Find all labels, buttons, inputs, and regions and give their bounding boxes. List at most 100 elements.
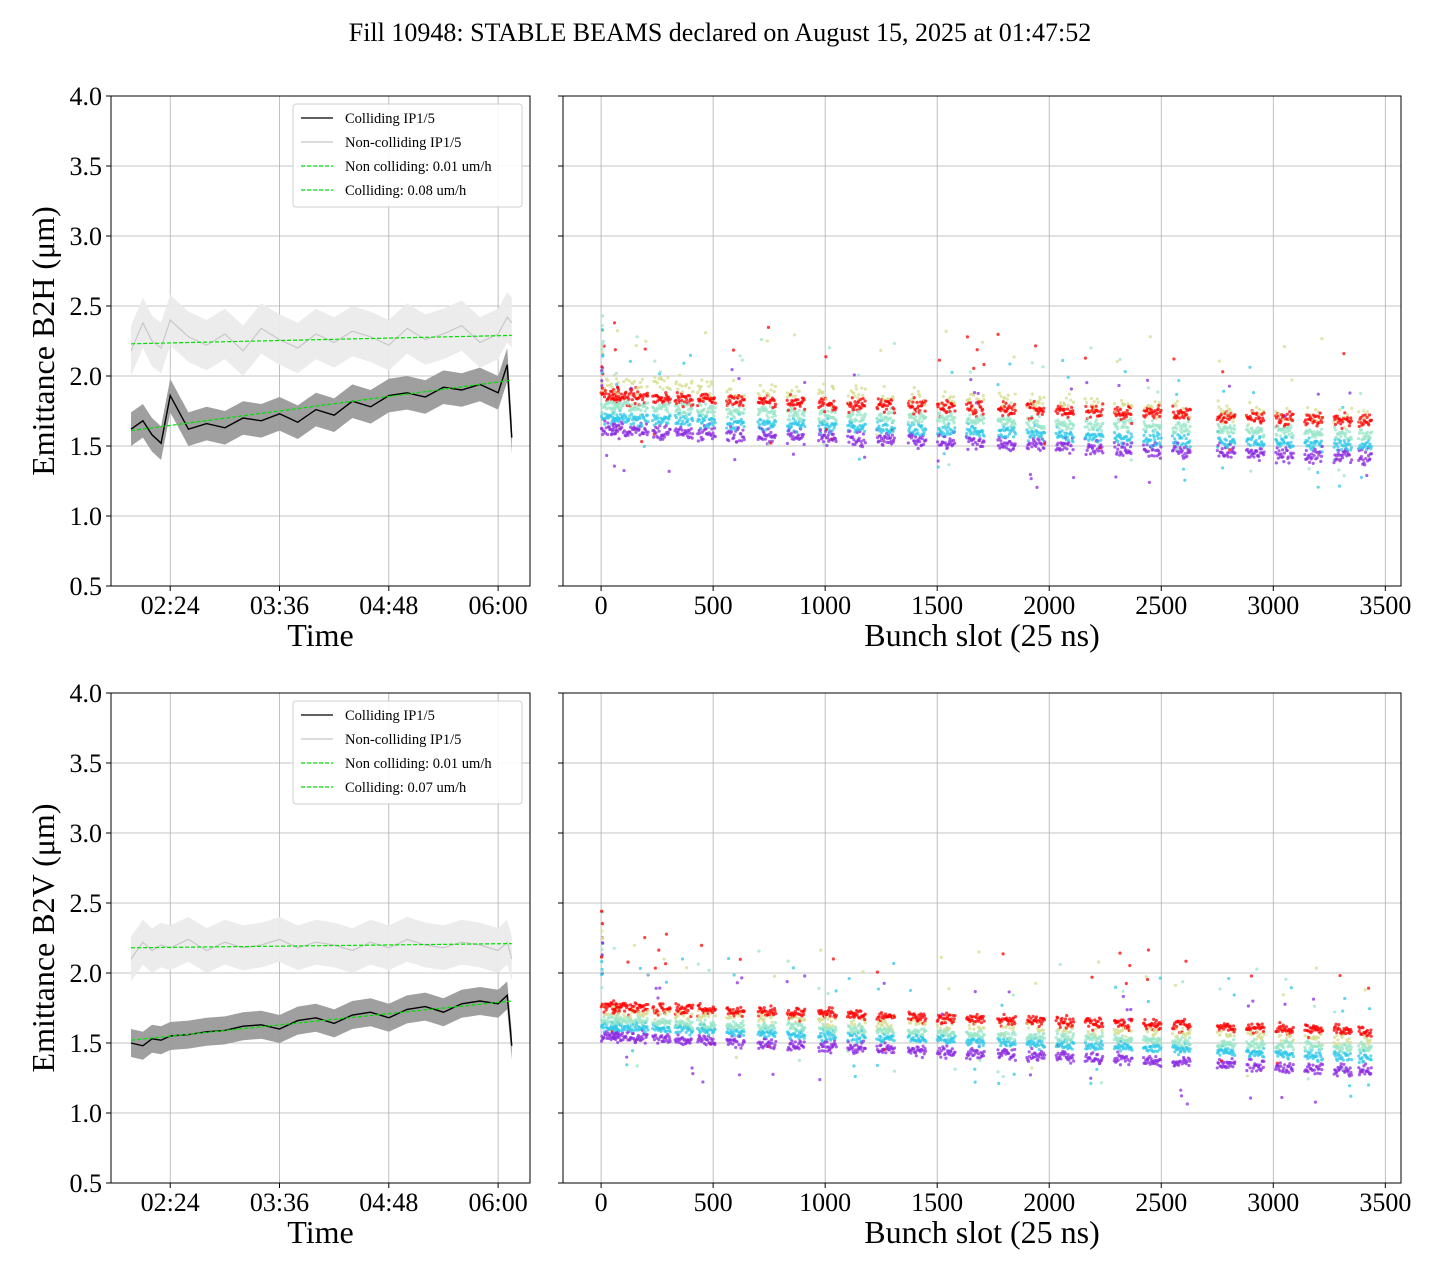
point-olive (980, 340, 985, 344)
point-red (1178, 416, 1182, 420)
point-cyan (1180, 436, 1184, 440)
point-olive (1306, 406, 1310, 410)
point-aqua (802, 410, 807, 414)
point-violet (1008, 440, 1012, 444)
point-cyan (1181, 441, 1185, 446)
point-violet (921, 442, 926, 446)
point-violet (689, 1037, 693, 1041)
point-cyan (651, 1026, 655, 1031)
point-aqua (1070, 426, 1074, 431)
point-olive (852, 391, 856, 395)
point-aqua (703, 402, 708, 406)
point-violet (667, 1035, 671, 1039)
point-cyan (1096, 440, 1100, 444)
point-cyan (702, 418, 707, 422)
point-cyan (924, 428, 928, 432)
point-aqua (668, 1019, 672, 1023)
point-red (680, 398, 684, 403)
point-red (1291, 412, 1295, 416)
point-red (1070, 405, 1074, 409)
point-violet (616, 1040, 620, 1045)
point-red (1317, 421, 1321, 425)
point-aqua (892, 418, 896, 423)
point-violet (851, 1046, 855, 1050)
point-aqua (600, 985, 604, 990)
point-cyan (1316, 470, 1320, 475)
point-cyan (603, 422, 607, 426)
point-violet (1337, 448, 1341, 452)
point-cyan (855, 1040, 859, 1044)
point-red (763, 396, 767, 400)
point-aqua (914, 415, 918, 419)
point-violet (935, 440, 940, 444)
x-tick-label: 3000 (1247, 591, 1299, 620)
point-violet (996, 443, 1001, 448)
point-olive (886, 397, 890, 401)
point-cyan (600, 328, 604, 332)
point-violet (1257, 454, 1261, 459)
point-red (802, 398, 806, 402)
point-cyan (767, 1034, 771, 1038)
point-cyan (1224, 438, 1228, 442)
point-cyan (943, 433, 947, 437)
point-cyan (850, 1033, 854, 1038)
point-violet (1245, 447, 1250, 451)
point-violet (610, 1031, 614, 1035)
point-cyan (682, 361, 686, 365)
point-olive (1349, 406, 1354, 410)
point-olive (660, 377, 664, 381)
point-aqua (1357, 431, 1362, 435)
point-cyan (1186, 432, 1190, 436)
point-violet (696, 1040, 700, 1044)
point-cyan (667, 1026, 671, 1030)
point-cyan (946, 425, 950, 429)
point-olive (699, 385, 703, 389)
point-red (793, 407, 797, 411)
point-cyan (725, 426, 729, 430)
point-olive (772, 974, 777, 978)
point-aqua (917, 420, 921, 425)
point-aqua (707, 410, 711, 414)
point-olive (653, 375, 657, 379)
point-violet (801, 432, 806, 437)
point-cyan (802, 418, 806, 422)
point-aqua (766, 416, 771, 420)
point-olive (1092, 400, 1096, 404)
point-red (675, 391, 679, 395)
point-red (1175, 415, 1179, 419)
point-olive (1246, 422, 1251, 426)
point-red (946, 400, 950, 404)
point-violet (1291, 451, 1295, 455)
point-cyan (1289, 440, 1293, 444)
point-violet (1147, 454, 1151, 458)
point-red (690, 1006, 694, 1010)
point-red (761, 402, 765, 406)
point-violet (652, 1038, 656, 1042)
point-violet (1145, 378, 1150, 382)
point-aqua (1116, 427, 1120, 431)
point-red (863, 1012, 867, 1016)
point-violet (1216, 443, 1220, 447)
point-red (822, 401, 826, 405)
y-tick-label: 1.0 (70, 1099, 103, 1128)
point-violet (1028, 472, 1032, 477)
point-violet (688, 431, 692, 435)
point-olive (1158, 401, 1162, 405)
point-violet (818, 1078, 822, 1082)
point-olive (612, 373, 616, 377)
point-red (1288, 410, 1292, 414)
point-red (602, 1010, 606, 1014)
point-red (1034, 344, 1038, 348)
point-violet (875, 1044, 879, 1048)
point-cyan (645, 1025, 649, 1029)
legend-label: Non colliding: 0.01 um/h (345, 159, 492, 175)
point-cyan (819, 1034, 823, 1039)
point-red (1339, 422, 1343, 426)
point-olive (637, 1010, 641, 1014)
point-olive (658, 385, 662, 389)
point-olive (757, 393, 762, 397)
point-olive (891, 396, 895, 400)
point-red (1084, 404, 1088, 409)
point-aqua (600, 314, 605, 318)
